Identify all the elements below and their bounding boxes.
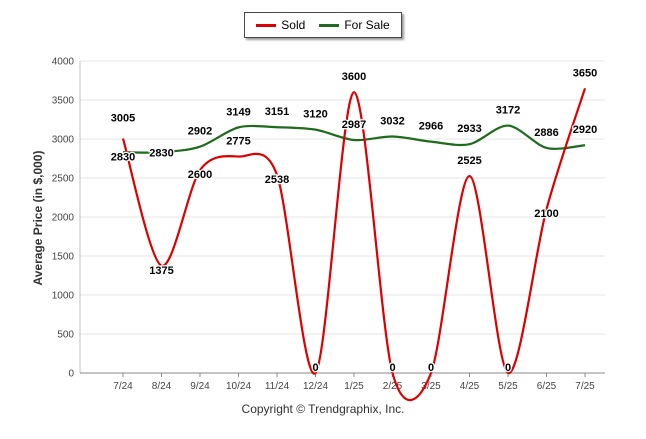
y-tick-label: 1000 <box>52 291 75 302</box>
data-label-sold: 0 <box>428 362 434 374</box>
data-label-sold: 2100 <box>534 208 558 220</box>
x-tick-label: 3/25 <box>421 381 441 392</box>
x-tick-label: 10/24 <box>226 381 251 392</box>
y-tick-label: 2000 <box>52 213 75 224</box>
data-label-for-sale: 2966 <box>419 121 443 133</box>
legend-item-sold: Sold <box>256 18 305 32</box>
y-tick-label: 2500 <box>52 174 75 185</box>
x-tick-label: 9/24 <box>190 381 210 392</box>
y-tick-label: 500 <box>57 330 74 341</box>
x-tick-label: 11/24 <box>265 381 290 392</box>
data-label-for-sale: 2987 <box>342 119 366 131</box>
x-tick-label: 5/25 <box>498 381 518 392</box>
legend-swatch-for-sale <box>319 23 340 27</box>
legend: Sold For Sale <box>244 12 402 38</box>
series-line-sold <box>121 87 587 401</box>
data-label-sold: 2775 <box>226 136 250 148</box>
x-tick-label: 4/25 <box>460 381 480 392</box>
data-label-sold: 3600 <box>342 71 366 83</box>
data-label-for-sale: 2933 <box>457 123 481 135</box>
legend-item-for-sale: For Sale <box>319 18 390 32</box>
x-tick-label: 2/25 <box>383 381 403 392</box>
data-label-sold: 3005 <box>111 113 135 125</box>
x-tick-label: 7/25 <box>575 381 595 392</box>
legend-label-for-sale: For Sale <box>344 18 390 32</box>
data-label-sold: 1375 <box>149 265 173 277</box>
data-label-sold: 0 <box>312 362 318 374</box>
data-label-for-sale: 2902 <box>188 126 212 138</box>
y-tick-label: 0 <box>68 369 74 380</box>
data-label-sold: 2525 <box>457 155 481 167</box>
y-tick-label: 3000 <box>52 135 75 146</box>
data-label-sold: 0 <box>389 362 395 374</box>
legend-swatch-sold <box>256 23 277 27</box>
data-label-sold: 2600 <box>188 169 212 181</box>
data-label-sold: 3650 <box>573 67 597 79</box>
data-label-for-sale: 2830 <box>149 147 173 159</box>
y-axis-title: Average Price (in $,000) <box>31 150 45 286</box>
y-tick-label: 3500 <box>52 96 75 107</box>
x-tick-label: 7/24 <box>113 381 133 392</box>
data-label-for-sale: 2886 <box>534 127 558 139</box>
x-tick-label: 1/25 <box>344 381 364 392</box>
x-tick-label: 12/24 <box>303 381 328 392</box>
data-label-sold: 0 <box>505 362 511 374</box>
data-label-for-sale: 3120 <box>303 109 327 121</box>
data-label-for-sale: 2920 <box>573 124 597 136</box>
copyright-footer: Copyright © Trendgraphix, Inc. <box>241 402 405 416</box>
x-tick-label: 8/24 <box>152 381 172 392</box>
x-tick-label: 6/25 <box>537 381 557 392</box>
data-label-sold: 2538 <box>265 174 289 186</box>
y-tick-label: 1500 <box>52 252 75 263</box>
y-tick-label: 4000 <box>52 57 75 68</box>
data-label-for-sale: 3151 <box>265 106 289 118</box>
legend-label-sold: Sold <box>281 18 306 32</box>
data-label-for-sale: 3172 <box>496 105 520 117</box>
data-label-for-sale: 2830 <box>111 151 135 163</box>
data-label-for-sale: 3032 <box>380 116 404 128</box>
data-label-for-sale: 3149 <box>226 106 250 118</box>
series-line-for-sale <box>122 124 586 154</box>
